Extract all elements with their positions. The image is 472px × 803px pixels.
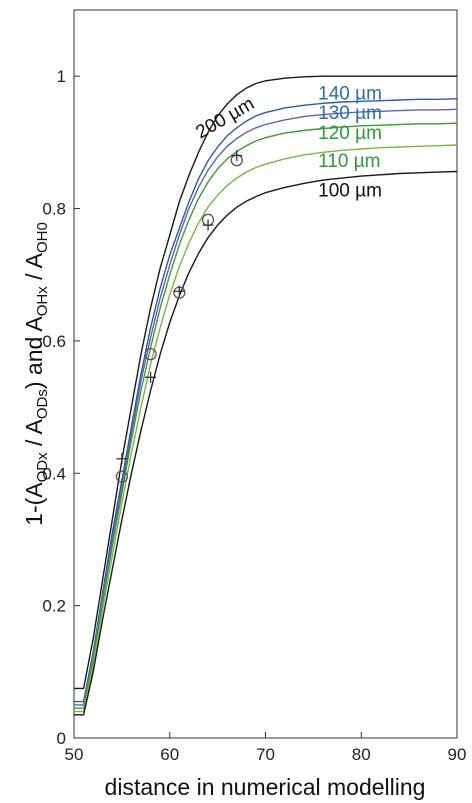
curve-label: 110 µm (318, 151, 380, 172)
y-tick-label: 0.6 (42, 332, 66, 351)
y-label-mid-1: / A (21, 418, 47, 452)
y-tick-label: 0.2 (42, 597, 66, 616)
series-line-200m (74, 75, 457, 690)
x-tick-label: 70 (256, 745, 275, 764)
y-axis-ticks: 0 0.2 0.4 0.6 0.8 1 (42, 67, 80, 748)
circle-marker (144, 347, 157, 361)
y-label-prefix: 1-(A (21, 482, 47, 526)
series-line-120m (74, 122, 458, 709)
series-line-130m (74, 108, 458, 706)
y-label-sub-odx: ODx (34, 452, 51, 483)
plus-marker (145, 371, 157, 383)
y-tick-label: 0.4 (42, 464, 66, 483)
series-layer (74, 75, 458, 716)
y-tick-label: 1 (57, 67, 66, 86)
y-axis-label: 1-(AODx / AODs) and AOHx / AOH0 (21, 222, 51, 526)
y-label-mid-2: ) and A (21, 316, 47, 390)
x-axis-ticks: 50 60 70 80 90 (65, 732, 467, 764)
plus-marker (202, 219, 214, 231)
plus-marker (116, 453, 128, 465)
series-line-100m (74, 170, 458, 716)
curve-label: 130 µm (318, 103, 382, 124)
y-label-sub-ohx: OHx (34, 286, 51, 317)
x-axis-label: distance in numerical modelling (105, 774, 426, 800)
plus-marker (231, 150, 243, 162)
x-tick-label: 50 (65, 745, 84, 764)
series-line-110m (74, 144, 458, 713)
curve-label: 100 µm (318, 181, 382, 202)
x-tick-label: 60 (160, 745, 179, 764)
plus-marker (173, 285, 185, 297)
x-tick-label: 80 (352, 745, 371, 764)
circle-marker (115, 470, 129, 483)
marker-layer (115, 150, 243, 483)
series-line-140m (74, 98, 458, 703)
y-label-sub-oh0: OH0 (34, 222, 51, 253)
x-tick-label: 90 (448, 745, 467, 764)
y-label-mid-3: / A (21, 252, 47, 286)
curve-label: 200 µm (192, 93, 258, 143)
y-tick-label: 0 (57, 729, 66, 748)
curve-label: 140 µm (318, 83, 382, 104)
y-tick-label: 0.8 (42, 200, 66, 219)
curve-label: 120 µm (318, 123, 382, 144)
plot-frame (73, 9, 458, 739)
y-label-sub-ods: ODs (34, 389, 51, 419)
